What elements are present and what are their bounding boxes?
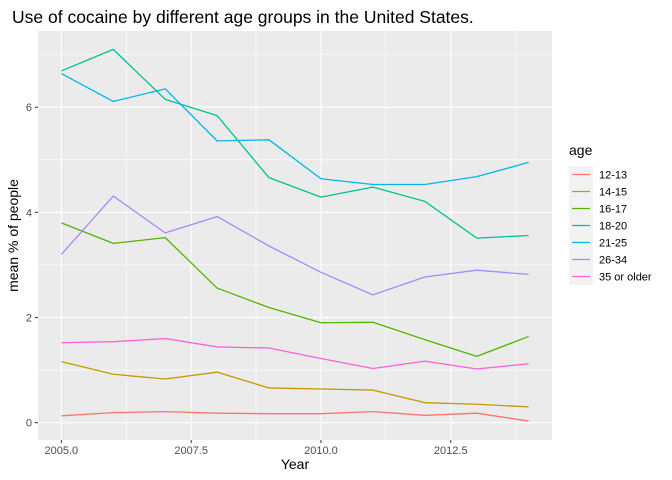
legend-label: 18-20 <box>599 221 627 233</box>
series-line-26-34 <box>60 195 529 296</box>
x-axis-title: Year <box>281 456 310 472</box>
legend-label: 26-34 <box>599 255 627 267</box>
y-tick-label: 2 <box>26 313 32 325</box>
series-line-14-15 <box>61 361 529 408</box>
y-axis: 0 2 4 6 <box>26 102 38 430</box>
legend: age 12-13 14-15 16-17 18-20 21-25 26-34 35 or … <box>569 142 652 285</box>
series-line-18-20 <box>61 48 529 239</box>
y-axis-title: mean % of people <box>5 179 21 292</box>
legend-label: 16-17 <box>599 204 627 216</box>
y-tick-label: 6 <box>26 102 32 114</box>
series-lines <box>60 48 529 422</box>
series-line-35-or-older <box>61 337 529 370</box>
legend-label: 14-15 <box>599 187 627 199</box>
series-line-16-17 <box>61 222 529 358</box>
legend-label: 21-25 <box>599 238 627 250</box>
series-line-21-25 <box>61 73 529 186</box>
series-line-12-13 <box>61 410 529 422</box>
x-tick-label: 2007.5 <box>174 445 208 457</box>
y-tick-label: 0 <box>26 418 32 430</box>
x-axis: 2005.0 2007.5 2010.0 2012.5 <box>45 440 468 457</box>
plot-panel <box>38 31 552 440</box>
x-tick-label: 2005.0 <box>45 445 79 457</box>
chart-title: Use of cocaine by different age groups i… <box>12 7 474 27</box>
legend-label: 35 or older <box>599 272 652 284</box>
major-gridlines <box>38 31 552 440</box>
y-tick-label: 4 <box>26 207 32 219</box>
x-tick-label: 2010.0 <box>304 445 338 457</box>
legend-label: 12-13 <box>599 170 627 182</box>
x-tick-label: 2012.5 <box>434 445 468 457</box>
legend-title: age <box>569 142 593 158</box>
